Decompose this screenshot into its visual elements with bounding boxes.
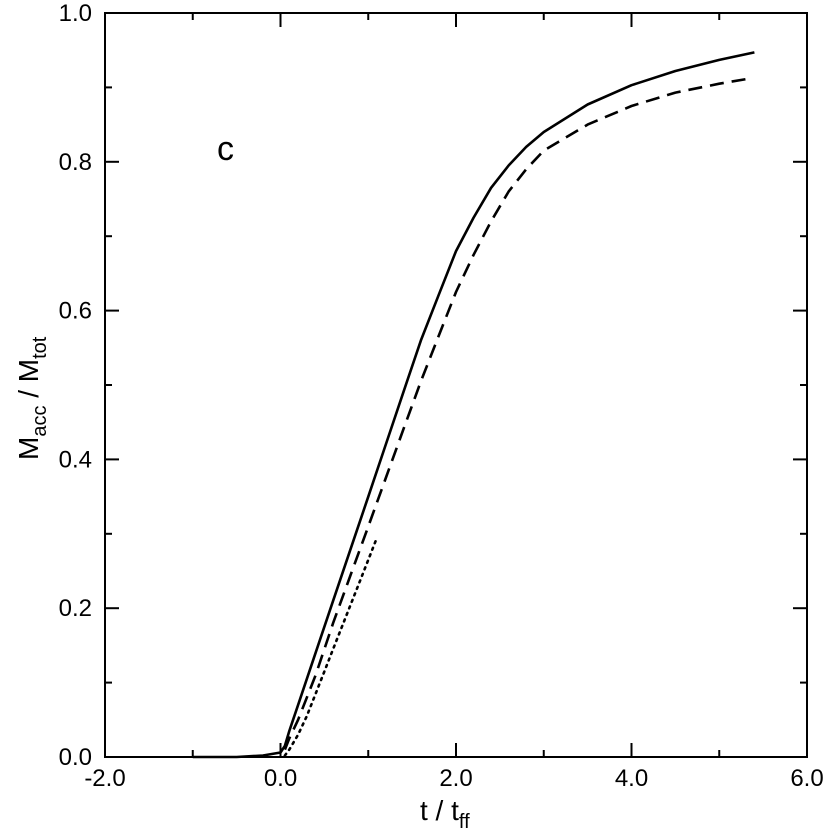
y-axis-title: Macc / Mtot [13, 336, 51, 460]
x-axis-title: t / tff [420, 795, 470, 833]
y-tick-label: 0.0 [59, 744, 92, 771]
panel-label: c [217, 130, 234, 168]
x-tick-label: 6.0 [790, 765, 823, 792]
y-tick-label: 1.0 [59, 0, 92, 27]
y-tick-label: 0.6 [59, 298, 92, 325]
solid-series-line [192, 51, 755, 759]
y-tick-label: 0.8 [59, 149, 92, 176]
y-tick-label: 0.4 [59, 446, 92, 473]
dashed-series-line [283, 77, 746, 751]
x-tick-label: -2.0 [84, 765, 125, 792]
x-tick-label: 0.0 [264, 765, 297, 792]
x-tick-label: 4.0 [615, 765, 648, 792]
y-tick-label: 0.2 [59, 595, 92, 622]
series-layer [192, 51, 755, 759]
dotted-series-line [283, 536, 379, 757]
x-tick-label: 2.0 [439, 765, 472, 792]
tick-layer: -2.0 0.0 2.0 4.0 6.00.00.20.40.60.81.0 [59, 0, 824, 792]
plot-frame [104, 12, 808, 758]
